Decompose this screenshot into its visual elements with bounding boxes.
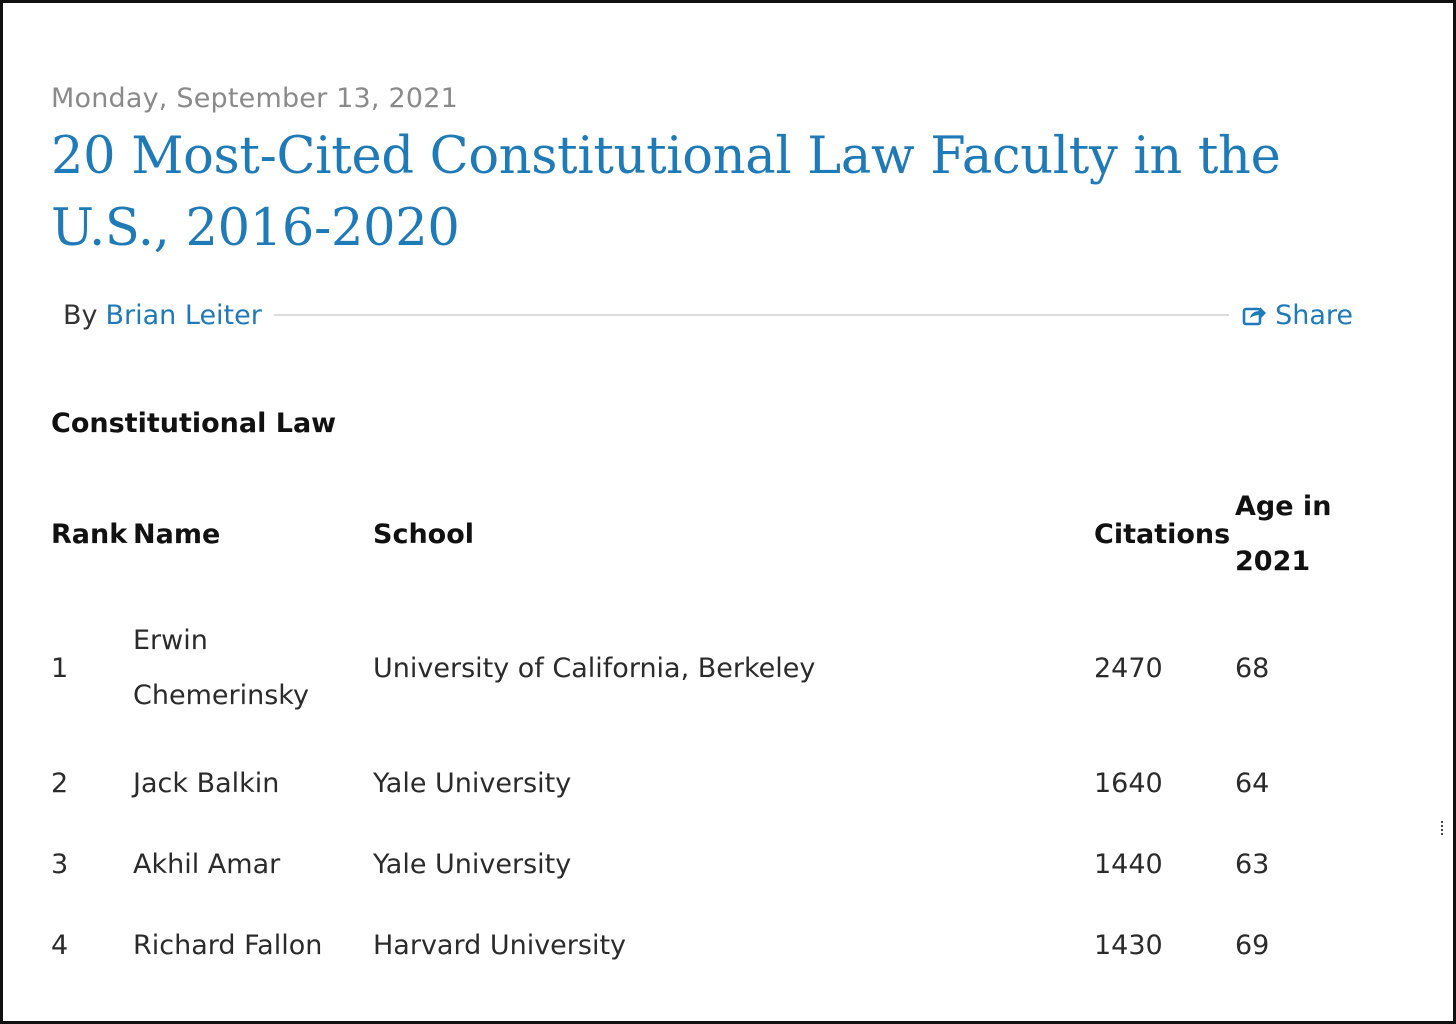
cell-citations: 1430 — [1094, 930, 1163, 961]
cell-name: Richard Fallon — [133, 930, 323, 961]
post-date: Monday, September 13, 2021 — [51, 83, 459, 114]
cell-name: Akhil Amar — [133, 849, 281, 880]
cell-citations: 1440 — [1094, 849, 1163, 880]
cell-school: Yale University — [373, 849, 572, 880]
cell-rank: 4 — [51, 930, 69, 961]
header-age-label: Age in 2021 — [1235, 491, 1332, 577]
cell-school: University of California, Berkeley — [373, 652, 816, 684]
cell-rank: 3 — [51, 849, 69, 880]
share-button[interactable]: Share — [1241, 300, 1353, 331]
header-citations: Citations — [1094, 518, 1231, 550]
header-name: Name — [133, 518, 221, 550]
cell-rank: 1 — [51, 652, 69, 684]
byline: By Brian Leiter Share — [63, 295, 1353, 335]
edge-marker — [1441, 821, 1445, 835]
cell-name: Erwin Chemerinsky — [133, 593, 373, 743]
cell-age: 69 — [1235, 930, 1270, 961]
cell-name: Jack Balkin — [133, 768, 280, 799]
table-row: 2 Jack Balkin Yale University 1640 64 — [51, 743, 1349, 824]
byline-prefix: By — [63, 299, 98, 331]
table-header-row: Rank Name School Citations Age in 2021 — [51, 475, 1349, 593]
cell-age: 63 — [1235, 849, 1270, 880]
byline-divider — [273, 314, 1230, 316]
author-link[interactable]: Brian Leiter — [105, 299, 262, 331]
post-title[interactable]: 20 Most-Cited Constitutional Law Faculty… — [51, 127, 1281, 258]
share-icon — [1242, 307, 1267, 326]
cell-citations: 2470 — [1094, 652, 1163, 684]
cell-school: Yale University — [373, 768, 572, 799]
cell-age: 68 — [1235, 652, 1270, 684]
cell-school: Harvard University — [373, 930, 627, 961]
cell-name-text: Erwin Chemerinsky — [133, 625, 309, 711]
section-heading: Constitutional Law — [51, 408, 337, 439]
cell-age: 64 — [1235, 768, 1270, 799]
header-age: Age in 2021 — [1235, 475, 1349, 593]
cell-citations: 1640 — [1094, 768, 1163, 799]
share-label: Share — [1275, 299, 1353, 331]
table-row: 4 Richard Fallon Harvard University 1430… — [51, 905, 1349, 986]
rankings-table: Rank Name School Citations Age in 2021 1… — [51, 475, 1349, 986]
header-school: School — [373, 518, 475, 550]
cell-rank: 2 — [51, 768, 69, 799]
header-rank: Rank — [51, 518, 128, 550]
table-row: 3 Akhil Amar Yale University 1440 63 — [51, 824, 1349, 905]
table-row: 1 Erwin Chemerinsky University of Califo… — [51, 593, 1349, 743]
